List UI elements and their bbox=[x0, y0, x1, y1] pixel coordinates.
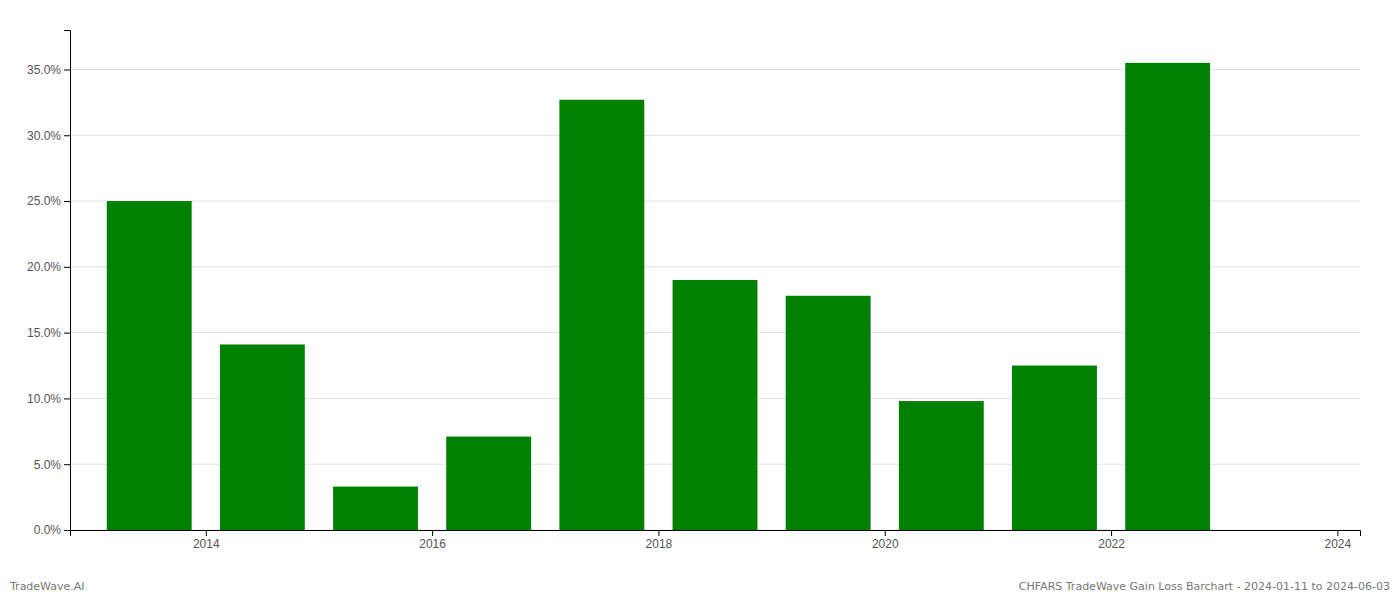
y-tick-label: 5.0% bbox=[34, 458, 62, 472]
y-tick-mark bbox=[64, 464, 70, 465]
x-tick: 2024 bbox=[1325, 530, 1352, 551]
y-tick: 5.0% bbox=[34, 458, 70, 472]
y-axis-line bbox=[64, 31, 71, 531]
bar bbox=[899, 401, 984, 530]
y-tick-mark bbox=[64, 69, 70, 70]
y-tick-mark bbox=[64, 267, 70, 268]
bar bbox=[333, 487, 418, 530]
x-axis: 2014 2016 2018 2020 2022 2024 bbox=[71, 530, 1361, 551]
y-tick-label: 15.0% bbox=[27, 326, 61, 340]
bar bbox=[559, 100, 644, 530]
x-tick-label: 2016 bbox=[419, 537, 446, 551]
bars bbox=[107, 63, 1210, 530]
x-tick-mark bbox=[432, 530, 433, 536]
y-tick: 30.0% bbox=[27, 129, 70, 143]
x-tick-label: 2022 bbox=[1098, 537, 1125, 551]
y-tick-mark bbox=[64, 201, 70, 202]
bar bbox=[673, 280, 758, 530]
x-tick: 2018 bbox=[646, 530, 673, 551]
chart: 2014 2016 2018 2020 2022 2024 0.0% 5.0% 10.0% 15.… bbox=[0, 0, 1400, 600]
bar bbox=[1125, 63, 1210, 530]
y-tick: 25.0% bbox=[27, 194, 70, 208]
y-tick: 10.0% bbox=[27, 392, 70, 406]
y-tick-mark bbox=[64, 530, 70, 531]
y-tick-label: 25.0% bbox=[27, 194, 61, 208]
y-tick-label: 30.0% bbox=[27, 129, 61, 143]
y-tick-mark bbox=[64, 135, 70, 136]
bar bbox=[220, 344, 305, 530]
x-tick-mark bbox=[1337, 530, 1338, 536]
bar bbox=[446, 437, 531, 530]
x-axis-line bbox=[71, 531, 1361, 537]
x-tick-mark bbox=[1111, 530, 1112, 536]
x-tick-mark bbox=[658, 530, 659, 536]
y-tick-label: 35.0% bbox=[27, 63, 61, 77]
y-tick: 20.0% bbox=[27, 260, 70, 274]
x-tick-label: 2020 bbox=[872, 537, 899, 551]
y-tick: 0.0% bbox=[34, 523, 70, 537]
x-tick-label: 2014 bbox=[193, 537, 220, 551]
y-tick-mark bbox=[64, 333, 70, 334]
y-tick-label: 20.0% bbox=[27, 260, 61, 274]
y-tick-label: 0.0% bbox=[34, 523, 62, 537]
plot: 2014 2016 2018 2020 2022 2024 0.0% 5.0% 10.0% 15.… bbox=[27, 31, 1361, 551]
footer: TradeWave.AI bbox=[9, 580, 85, 593]
x-tick-label: 2018 bbox=[646, 537, 673, 551]
y-axis: 0.0% 5.0% 10.0% 15.0% 20.0% 25.0% 30.0% 35.0% bbox=[27, 31, 71, 538]
x-tick-mark bbox=[206, 530, 207, 536]
bar bbox=[107, 201, 192, 530]
footer: CHFARS TradeWave Gain Loss Barchart - 20… bbox=[1019, 580, 1390, 593]
x-tick: 2016 bbox=[419, 530, 446, 551]
bar bbox=[1012, 366, 1097, 530]
y-tick: 15.0% bbox=[27, 326, 70, 340]
y-tick: 35.0% bbox=[27, 63, 70, 77]
y-tick-label: 10.0% bbox=[27, 392, 61, 406]
x-tick-mark bbox=[885, 530, 886, 536]
bar bbox=[786, 296, 871, 530]
x-tick: 2014 bbox=[193, 530, 220, 551]
x-tick-label: 2024 bbox=[1325, 537, 1352, 551]
x-tick: 2020 bbox=[872, 530, 899, 551]
x-tick: 2022 bbox=[1098, 530, 1125, 551]
y-tick-mark bbox=[64, 398, 70, 399]
